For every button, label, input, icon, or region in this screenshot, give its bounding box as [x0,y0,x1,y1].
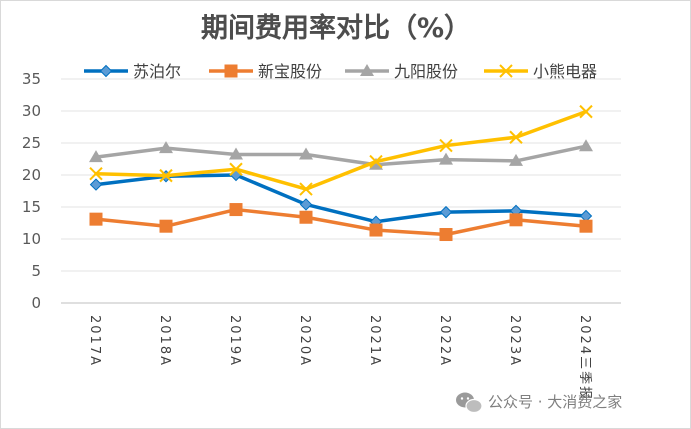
y-tick-label: 0 [31,294,41,312]
y-tick-label: 15 [22,198,41,216]
data-point [89,167,103,181]
data-point [579,219,593,233]
y-axis: 0 5 10 15 20 25 30 35 [22,70,41,312]
data-point [369,154,383,169]
wechat-icon [456,392,483,414]
data-point [229,147,243,160]
series-line-小熊电器 [94,109,588,191]
legend-label: 新宝股份 [258,62,322,81]
x-tick-label: 2020A [297,315,312,367]
legend-marker [360,64,374,76]
series-九阳股份 [89,139,593,170]
legend-marker [224,64,238,78]
x-tick-label: 2021A [367,315,382,367]
watermark: 公众号 · 大消费之家 [456,392,622,414]
y-tick-label: 25 [22,134,41,152]
chart-title: 期间费用率对比（%） [201,12,471,44]
series-新宝股份 [89,203,593,242]
data-point [299,147,313,160]
y-tick-label: 30 [22,102,41,120]
data-point [369,157,383,170]
y-tick-label: 10 [22,230,41,248]
y-tick-label: 5 [31,262,41,280]
y-tick-label: 20 [22,166,41,184]
data-point [439,228,453,242]
gridlines [61,78,621,304]
legend-item: 新宝股份 [209,62,322,81]
data-point [159,168,173,183]
legend-label: 小熊电器 [533,62,597,81]
data-point [509,130,523,144]
x-tick-label: 2017A [87,315,102,367]
x-tick-label: 2019A [227,315,242,367]
legend-item: 九阳股份 [345,62,458,81]
y-tick-label: 35 [22,70,41,88]
data-point [299,210,313,224]
series-lines [89,104,593,242]
series-line-新宝股份 [94,207,588,237]
data-point [159,141,173,154]
legend-marker [499,64,513,78]
data-point [509,153,523,166]
data-point [159,219,173,233]
legend-item: 小熊电器 [484,62,597,81]
legend: 苏泊尔 新宝股份 九阳股份 小熊电器 [84,62,597,81]
x-tick-label: 2023A [507,315,522,367]
data-point [229,203,243,217]
legend-marker [99,64,113,78]
watermark-text: 公众号 · 大消费之家 [488,393,622,411]
data-point [439,138,453,153]
x-tick-label: 2022A [437,315,452,367]
data-point [299,182,313,196]
series-小熊电器 [89,104,593,196]
x-tick-label: 2024三季报 [577,315,592,401]
data-point [89,212,103,226]
legend-item: 苏泊尔 [84,62,181,81]
data-point [89,178,103,191]
x-axis: 2017A 2018A 2019A 2020A 2021A 2022A 2023A 2024三… [87,315,592,401]
legend-label: 苏泊尔 [133,62,181,81]
data-point [579,104,593,119]
data-point [229,162,243,176]
legend-label: 九阳股份 [394,62,458,81]
data-point [509,213,523,227]
data-point [89,150,103,163]
data-point [369,223,383,237]
data-point [439,205,453,219]
x-tick-label: 2018A [157,315,172,367]
data-point [439,152,453,165]
series-line-九阳股份 [94,144,588,167]
data-point [579,139,593,152]
data-point [299,198,313,211]
